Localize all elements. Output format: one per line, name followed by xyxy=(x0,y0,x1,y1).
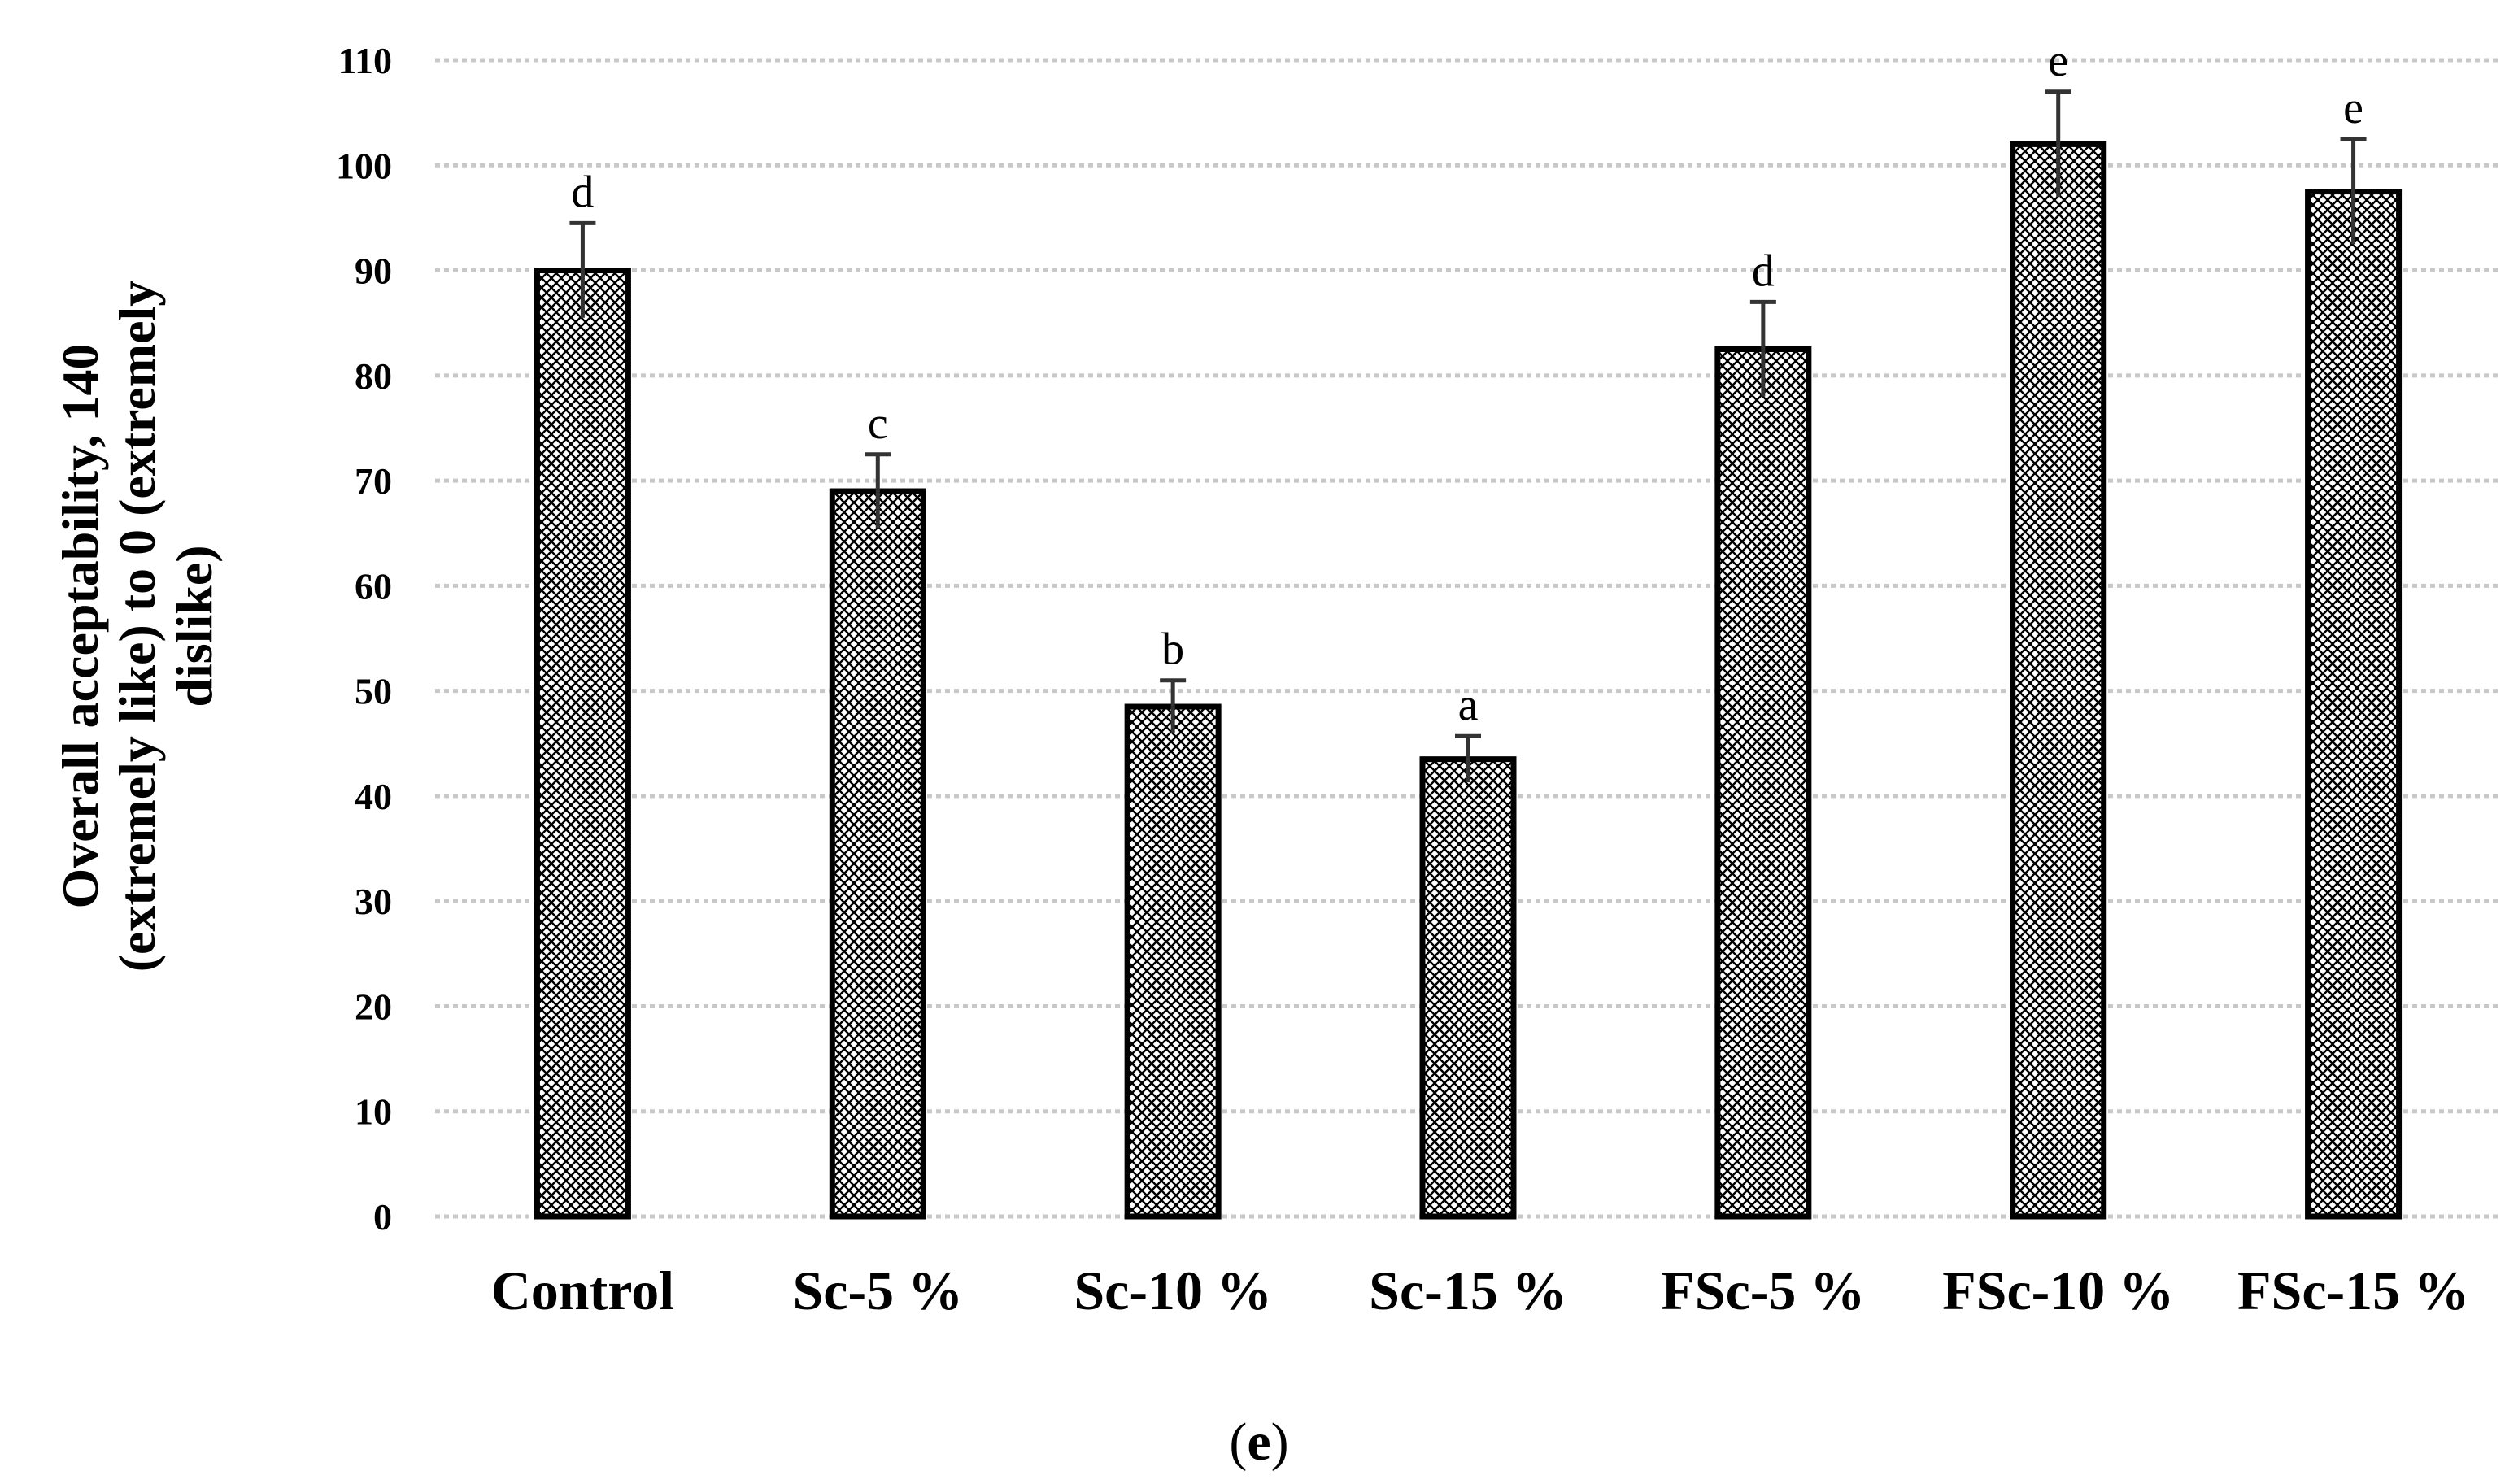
significance-label: c xyxy=(868,398,888,449)
category-label: FSc-5 % xyxy=(1661,1260,1865,1321)
bar-FSc-10 % xyxy=(2010,141,2107,1220)
category-label: Sc-10 % xyxy=(1074,1260,1272,1321)
error-bar-FSc-10 % xyxy=(2045,89,2071,198)
y-axis-title-line-3: dislike) xyxy=(165,545,223,707)
y-tick-label: 60 xyxy=(355,565,392,607)
y-tick-label: 70 xyxy=(355,460,392,502)
category-label: FSc-10 % xyxy=(1942,1260,2174,1321)
significance-label: d xyxy=(1752,246,1775,296)
y-tick-label: 0 xyxy=(373,1196,392,1238)
category-label: Sc-15 % xyxy=(1369,1260,1567,1321)
significance-label: e xyxy=(2343,83,2363,133)
error-bar-FSc-15 % xyxy=(2340,137,2367,245)
y-tick-label: 40 xyxy=(355,776,392,817)
x-axis-categories: Control Sc-5 % Sc-10 % Sc-15 % FSc-5 % FSc-10… xyxy=(491,1260,2469,1321)
y-tick-label: 90 xyxy=(355,250,392,292)
error-bar-FSc-5 % xyxy=(1749,299,1776,397)
y-tick-label: 30 xyxy=(355,881,392,922)
category-label: FSc-15 % xyxy=(2237,1260,2469,1321)
bars xyxy=(534,141,2403,1220)
y-tick-label: 20 xyxy=(355,986,392,1027)
figure-caption: (e) xyxy=(1229,1412,1288,1472)
error-bars xyxy=(569,89,2367,783)
error-bar-Sc-10 % xyxy=(1160,678,1187,733)
y-axis-ticks: 0 10 20 30 40 50 60 70 80 90 100 110 xyxy=(336,40,392,1238)
error-bar-Sc-15 % xyxy=(1455,733,1481,783)
error-bar-Control xyxy=(569,220,596,318)
significance-label: b xyxy=(1161,624,1184,675)
y-tick-label: 50 xyxy=(355,671,392,712)
y-axis-title: Overall acceptability, 140 (extremely li… xyxy=(51,281,223,973)
y-axis-title-line-1: Overall acceptability, 140 xyxy=(51,344,109,909)
significance-label: e xyxy=(2048,36,2068,86)
category-label: Sc-5 % xyxy=(792,1260,963,1321)
category-label: Control xyxy=(491,1260,674,1321)
bar-Sc-5 % xyxy=(829,488,926,1220)
y-tick-label: 110 xyxy=(338,40,392,81)
significance-label: a xyxy=(1458,680,1479,730)
bar-FSc-5 % xyxy=(1714,346,1812,1220)
y-axis-title-line-2: (extremely like) to 0 (extremely xyxy=(108,281,166,973)
bar-Sc-15 % xyxy=(1419,756,1517,1220)
y-tick-label: 80 xyxy=(355,355,392,397)
y-tick-label: 100 xyxy=(336,145,392,186)
bar-FSc-15 % xyxy=(2305,189,2403,1220)
bar-Control xyxy=(534,268,631,1220)
significance-labels: d c b a d e e xyxy=(571,36,2363,730)
error-bar-Sc-5 % xyxy=(865,452,891,529)
y-tick-label: 10 xyxy=(355,1091,392,1133)
significance-label: d xyxy=(571,167,594,217)
bar-Sc-10 % xyxy=(1124,703,1222,1220)
